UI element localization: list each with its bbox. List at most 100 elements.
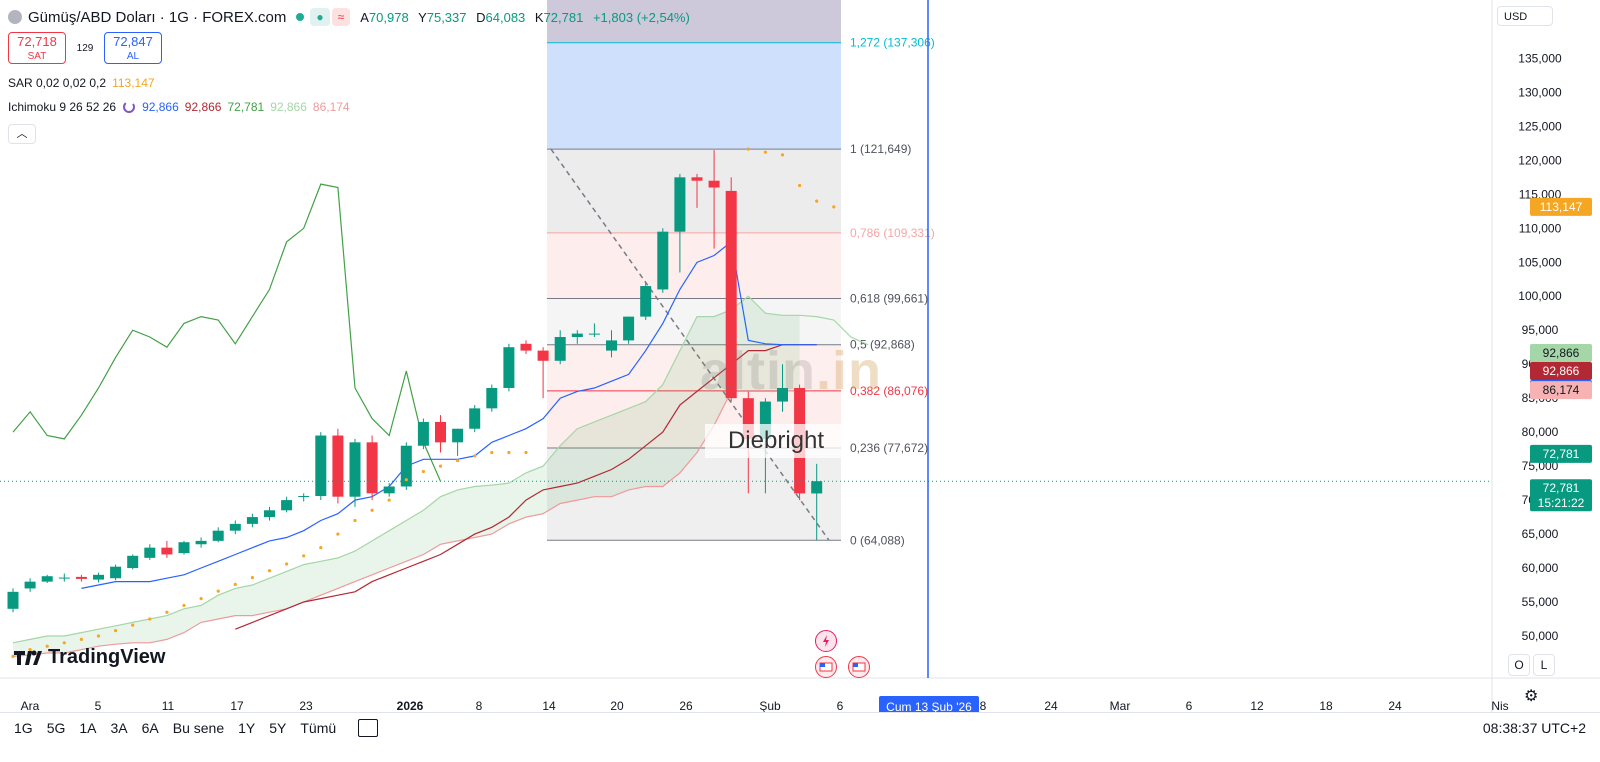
range-1y[interactable]: 1Y	[238, 720, 256, 736]
time-tick-label: 8	[476, 699, 483, 712]
range-3a[interactable]: 3A	[110, 720, 128, 736]
tradingview-logo[interactable]: TradingView	[12, 646, 165, 669]
range-all[interactable]: Tümü	[300, 720, 337, 736]
candle-body[interactable]	[742, 398, 754, 439]
candle-body[interactable]	[759, 401, 771, 439]
calendar-icon[interactable]	[358, 719, 379, 737]
candle-body[interactable]	[708, 180, 720, 188]
candle-body[interactable]	[811, 481, 823, 494]
event-earnings-icon[interactable]	[815, 630, 837, 652]
candle-body[interactable]	[383, 486, 395, 494]
price-tag[interactable]	[1530, 444, 1592, 463]
candle-body[interactable]	[657, 231, 669, 290]
clock[interactable]: 08:38:37 UTC+2	[1482, 720, 1586, 736]
sar-legend[interactable]: SAR 0,02 0,02 0,2 113,147	[8, 76, 155, 90]
range-5y[interactable]: 5Y	[269, 720, 287, 736]
candle-body[interactable]	[332, 435, 344, 497]
candle-body[interactable]	[315, 435, 327, 497]
time-tick-label: 8	[980, 699, 987, 712]
range-5g[interactable]: 5G	[46, 720, 66, 736]
candle-body[interactable]	[41, 576, 53, 582]
log-scale-button[interactable]: O	[1508, 654, 1530, 676]
range-6a[interactable]: 6A	[141, 720, 159, 736]
gear-icon[interactable]: ⚙	[1524, 688, 1539, 705]
ichimoku-cloud	[13, 296, 800, 657]
range-1a[interactable]: 1A	[79, 720, 97, 736]
candle-body[interactable]	[640, 286, 652, 317]
sell-button[interactable]: 72,718 SAT	[8, 32, 66, 64]
buy-button[interactable]: 72,847 AL	[104, 32, 162, 64]
candle-body[interactable]	[554, 337, 566, 361]
candle-body[interactable]	[127, 555, 139, 569]
time-tick-label: 24	[1044, 699, 1058, 712]
ichimoku-chikou-line	[12, 183, 442, 482]
candle-body[interactable]	[520, 343, 532, 351]
candle-body[interactable]	[281, 500, 293, 511]
candle-body[interactable]	[417, 421, 429, 446]
fib-level-label[interactable]: 1 (121,649)	[850, 142, 911, 156]
candle-body[interactable]	[178, 542, 190, 554]
candle-body[interactable]	[161, 547, 173, 555]
collapse-legend-button[interactable]: ︿	[8, 124, 36, 144]
candle-body[interactable]	[298, 496, 310, 498]
candle-body[interactable]	[7, 591, 19, 609]
candle-body[interactable]	[264, 510, 275, 518]
range-ytd[interactable]: Bu sene	[172, 720, 225, 736]
fib-level-label[interactable]: 0,382 (86,076)	[850, 384, 928, 398]
data-delay-badge[interactable]: ≈	[331, 8, 351, 26]
candle-body[interactable]	[452, 428, 464, 443]
last-price-label: 72,781	[1543, 481, 1580, 495]
ichimoku-legend[interactable]: Ichimoku 9 26 52 26 92,866 92,866 72,781…	[8, 100, 350, 114]
candle-body[interactable]	[58, 577, 70, 579]
fib-level-label[interactable]: 0,618 (99,661)	[850, 292, 928, 306]
us-flag-event-icon[interactable]	[815, 656, 837, 678]
price-tag[interactable]	[1530, 344, 1592, 363]
fib-level-label[interactable]: 1,272 (137,306)	[850, 36, 935, 50]
sar-dot	[216, 589, 220, 593]
fib-level-label[interactable]: 0,5 (92,868)	[850, 338, 915, 352]
sar-dot	[199, 597, 203, 601]
candle-body[interactable]	[571, 333, 583, 338]
candle-body[interactable]	[486, 387, 498, 409]
candle-body[interactable]	[195, 540, 207, 545]
candle-body[interactable]	[24, 581, 36, 589]
candle-body[interactable]	[435, 421, 446, 443]
linear-scale-button[interactable]: L	[1533, 654, 1555, 676]
candle-body[interactable]	[212, 530, 224, 541]
candle-body[interactable]	[246, 517, 258, 524]
candle-body[interactable]	[537, 350, 549, 361]
range-1g[interactable]: 1G	[14, 720, 33, 736]
candle-body[interactable]	[623, 316, 635, 341]
cursor-date-tag[interactable]	[879, 696, 979, 712]
candle-body[interactable]	[400, 445, 412, 487]
market-status-badge[interactable]: ●	[310, 8, 330, 26]
candle-body[interactable]	[674, 177, 686, 232]
candle-body[interactable]	[503, 347, 515, 388]
fib-level-label[interactable]: 0 (64,088)	[850, 533, 905, 547]
price-tag[interactable]	[1530, 197, 1592, 216]
last-price-tag[interactable]	[1530, 479, 1592, 512]
candle-body[interactable]	[588, 333, 600, 335]
time-tick-label: 14	[542, 699, 556, 712]
candle-body[interactable]	[144, 547, 156, 558]
symbol-title[interactable]: Gümüş/ABD Doları · 1G · FOREX.com	[28, 8, 287, 26]
candle-body[interactable]	[229, 523, 241, 531]
fib-level-label[interactable]: 0,236 (77,672)	[850, 441, 928, 455]
fib-level-label[interactable]: 0,786 (109,331)	[850, 226, 935, 240]
price-tag[interactable]	[1530, 362, 1592, 381]
candle-body[interactable]	[93, 574, 104, 580]
price-tag[interactable]	[1530, 381, 1592, 400]
candle-body[interactable]	[469, 408, 481, 429]
currency-select[interactable]: USD	[1497, 6, 1553, 26]
candle-body[interactable]	[691, 177, 703, 181]
candle-body[interactable]	[777, 387, 788, 402]
candle-body[interactable]	[349, 442, 361, 497]
time-tick-label: Şub	[759, 699, 781, 712]
candle-body[interactable]	[725, 190, 737, 399]
sar-dot	[302, 554, 306, 558]
us-flag-event-icon[interactable]	[848, 656, 870, 678]
candle-body[interactable]	[110, 566, 122, 579]
candle-body[interactable]	[606, 340, 617, 351]
candle-body[interactable]	[75, 576, 87, 579]
candle-body[interactable]	[366, 442, 378, 494]
